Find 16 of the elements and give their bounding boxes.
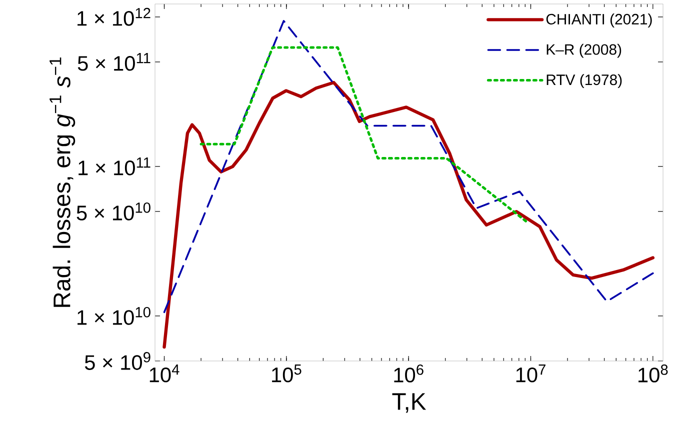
x-tick-label: 10$^{8}$ (638, 364, 668, 382)
x-tick-label: 10$^{5}$ (272, 364, 302, 382)
y-tick-label: 1 × 10$^{11}$ (78, 158, 150, 176)
y-tick-label: 5 × 10$^{11}$ (78, 53, 150, 71)
y-axis-title: Rad. losses, erg g$^{−1}$ s$^{−1}$ (50, 57, 76, 307)
y-tick-label: 5 × 10$^{10}$ (76, 202, 150, 220)
y-tick-label: 1 × 10$^{10}$ (78, 307, 150, 325)
legend-label: RTV (1978) (546, 74, 622, 88)
x-tick-label: 10$^{6}$ (394, 364, 424, 382)
x-tick-label: 10$^{4}$ (150, 364, 180, 382)
y-tick-label: 5 × 10$^{9}$ (84, 352, 150, 370)
x-tick-label: 10$^{7}$ (516, 364, 546, 382)
y-tick-label: 1 × 10$^{12}$ (78, 8, 150, 26)
x-axis-title: T,K (392, 393, 426, 413)
legend-label: CHIANTI (2021) (546, 14, 652, 28)
legend-label: K–R (2008) (546, 44, 622, 58)
